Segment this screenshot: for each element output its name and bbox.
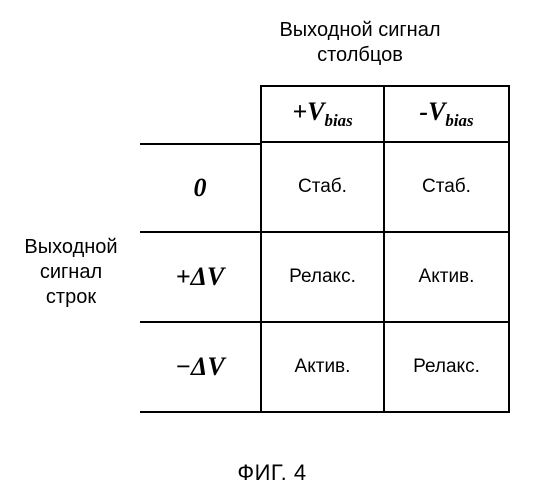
col1-sub: bias: [325, 111, 353, 130]
cell-r2c1: Релакс.: [260, 233, 385, 323]
row-header-plus-dv: +ΔV: [140, 233, 260, 323]
header-corner-blank: [140, 85, 260, 143]
table-row: 0 Стаб. Стаб.: [140, 143, 510, 233]
cell-r1c1: Стаб.: [260, 143, 385, 233]
col2-sign: -: [419, 97, 428, 126]
row-header-minus-dv: −ΔV: [140, 323, 260, 413]
col2-sub: bias: [445, 111, 473, 130]
row-title-line3: строк: [46, 286, 96, 308]
col2-v: V: [428, 97, 445, 126]
row-title-line2: сигнал: [40, 261, 102, 283]
figure-caption: ФИГ. 4: [0, 460, 544, 486]
cell-r1c2: Стаб.: [385, 143, 510, 233]
table-row: +ΔV Релакс. Актив.: [140, 233, 510, 323]
table-header-row: +Vbias -Vbias: [140, 85, 510, 143]
col-header-minus-vbias: -Vbias: [385, 85, 510, 143]
table-row: −ΔV Актив. Релакс.: [140, 323, 510, 413]
col1-v: V: [307, 97, 324, 126]
column-title-line2: столбцов: [317, 44, 403, 66]
state-table: +Vbias -Vbias 0 Стаб. Стаб. +ΔV Релакс. …: [140, 85, 510, 413]
cell-r2c2: Актив.: [385, 233, 510, 323]
figure-container: Выходной сигнал столбцов Выходной сигнал…: [0, 0, 544, 500]
column-axis-title: Выходной сигнал столбцов: [220, 18, 500, 68]
row-axis-title: Выходной сигнал строк: [6, 235, 136, 310]
row-title-line1: Выходной: [24, 236, 117, 258]
col-header-plus-vbias: +Vbias: [260, 85, 385, 143]
col1-sign: +: [292, 97, 307, 126]
row-header-zero: 0: [140, 143, 260, 233]
cell-r3c1: Актив.: [260, 323, 385, 413]
cell-r3c2: Релакс.: [385, 323, 510, 413]
column-title-line1: Выходной сигнал: [279, 19, 440, 41]
